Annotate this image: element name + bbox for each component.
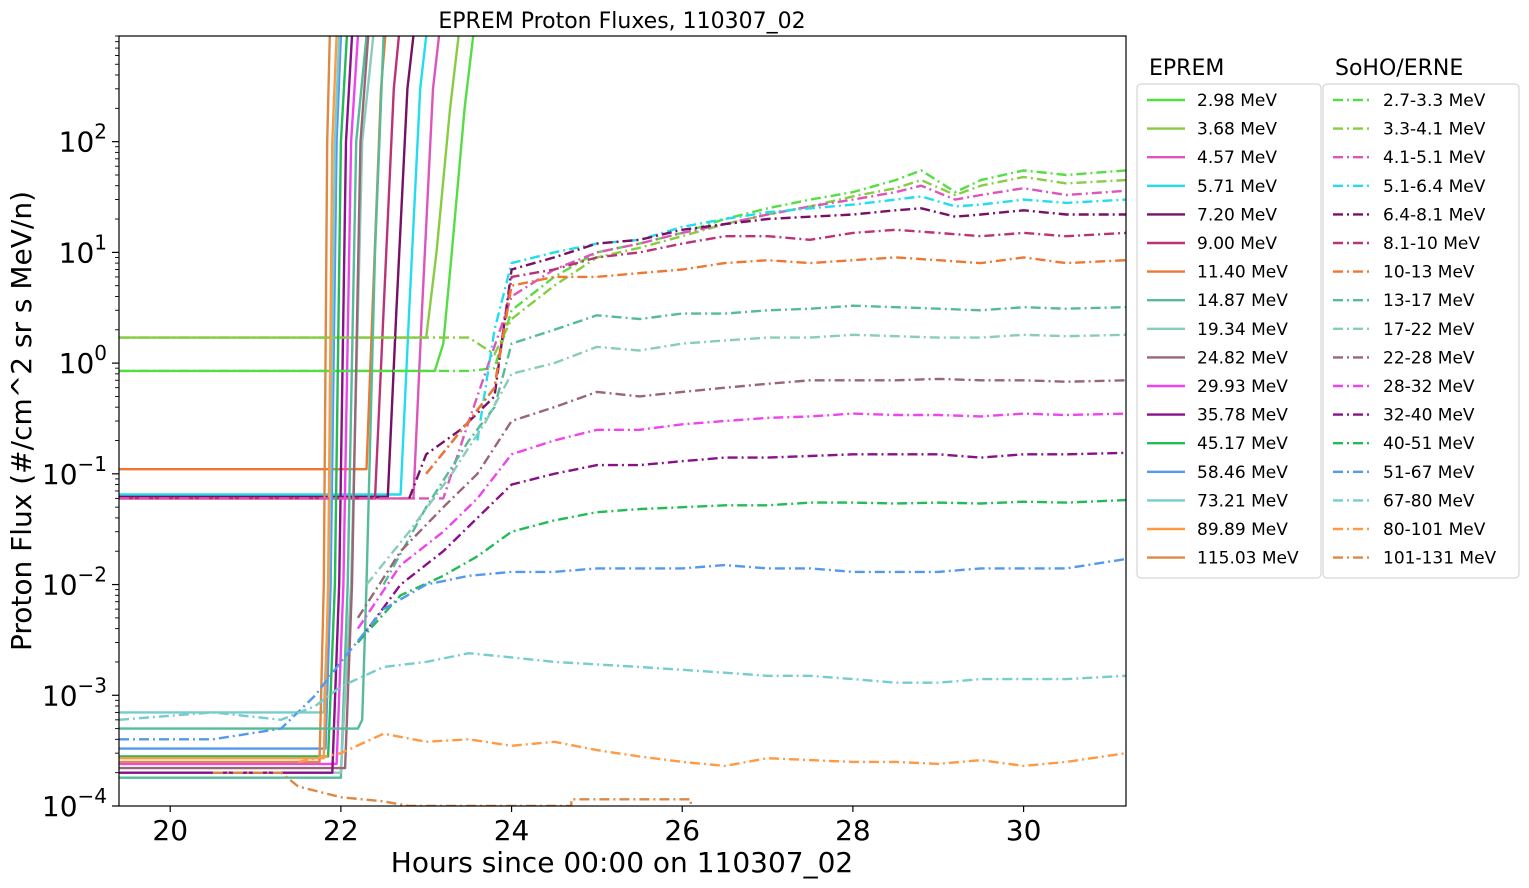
axis-layer: 20 22 24 26 28 30 10−4 10−3 10−2 10−1 100 101 102	[42, 35, 1042, 847]
eprem-series-line	[119, 36, 354, 774]
eprem-legend-label: 19.34 MeV	[1197, 320, 1288, 340]
eprem-series-line	[119, 36, 415, 498]
erne-legend-label: 40-51 MeV	[1383, 434, 1475, 454]
x-tick-label: 24	[494, 814, 530, 847]
erne-legend-label: 13-17 MeV	[1383, 291, 1475, 311]
eprem-legend-label: 3.68 MeV	[1197, 120, 1277, 140]
erne-series-line	[356, 412, 1126, 630]
eprem-legend-title: EPREM	[1149, 56, 1224, 81]
y-tick-label: 10−4	[42, 784, 107, 823]
erne-legend-title: SoHO/ERNE	[1335, 56, 1463, 81]
eprem-series-line	[119, 36, 331, 764]
erne-series-line	[119, 175, 1126, 356]
eprem-legend-label: 7.20 MeV	[1197, 205, 1277, 225]
y-tick-label: 10−3	[42, 673, 107, 712]
eprem-series-line	[119, 36, 370, 770]
y-tick-label: 101	[59, 230, 107, 269]
erne-legend-label: 17-22 MeV	[1383, 320, 1475, 340]
eprem-series-line	[119, 36, 385, 730]
erne-legend-label: 80-101 MeV	[1383, 520, 1486, 540]
y-tick-label: 10−2	[42, 563, 107, 602]
erne-series-line	[425, 228, 1126, 475]
erne-series-line	[119, 557, 1126, 741]
erne-series-line	[119, 184, 1126, 500]
x-tick-label: 30	[1006, 814, 1042, 847]
erne-legend-label: 101-131 MeV	[1383, 549, 1497, 569]
y-tick-label: 10−1	[42, 452, 107, 491]
eprem-series-line	[119, 36, 341, 714]
erne-series-line	[365, 333, 1126, 586]
y-tick-label: 102	[59, 120, 107, 159]
eprem-legend-label: 35.78 MeV	[1197, 406, 1288, 426]
erne-legend-label: 2.7-3.3 MeV	[1383, 91, 1486, 111]
erne-series-line	[297, 732, 1126, 768]
erne-legend-box	[1322, 83, 1520, 579]
erne-legend-label: 28-32 MeV	[1383, 377, 1475, 397]
eprem-legend-label: 58.46 MeV	[1197, 463, 1288, 483]
erne-legend-label: 32-40 MeV	[1383, 406, 1475, 426]
eprem-legend-label: 89.89 MeV	[1197, 520, 1288, 540]
erne-legend-label: 3.3-4.1 MeV	[1383, 120, 1486, 140]
eprem-legend-box	[1136, 83, 1322, 579]
eprem-series-line	[119, 36, 428, 496]
erne-series-line	[408, 207, 1126, 499]
eprem-legend-label: 45.17 MeV	[1197, 434, 1288, 454]
erne-legend-label: 6.4-8.1 MeV	[1383, 205, 1486, 225]
y-tick-label: 100	[59, 341, 107, 380]
erne-series-line	[356, 377, 1126, 619]
eprem-legend-label: 2.98 MeV	[1197, 91, 1277, 111]
eprem-series-line	[119, 36, 343, 750]
erne-series-line	[119, 169, 1126, 373]
erne-legend-label: 67-80 MeV	[1383, 491, 1475, 511]
erne-series-line	[425, 256, 1126, 475]
eprem-legend-label: 9.00 MeV	[1197, 234, 1277, 254]
eprem-legend-label: 11.40 MeV	[1197, 263, 1288, 283]
eprem-series-line	[119, 36, 349, 758]
x-axis-label: Hours since 00:00 on 110307_02	[391, 846, 853, 879]
eprem-series-line	[119, 36, 360, 766]
series-layer	[119, 36, 1126, 806]
eprem-series-line	[119, 36, 338, 760]
plot-frame	[118, 35, 1127, 807]
x-tick-label: 20	[152, 814, 188, 847]
erne-series-line	[357, 498, 1126, 644]
eprem-legend-label: 4.57 MeV	[1197, 148, 1277, 168]
x-tick-label: 22	[323, 814, 359, 847]
erne-legend-label: 51-67 MeV	[1383, 463, 1475, 483]
erne-legend-label: 5.1-6.4 MeV	[1383, 177, 1486, 197]
eprem-legend-label: 73.21 MeV	[1197, 491, 1288, 511]
x-tick-label: 28	[835, 814, 871, 847]
eprem-series-line	[119, 36, 401, 500]
erne-series-line	[119, 652, 1126, 721]
legend-layer: EPREM 2.98 MeV 3.68 MeV 4.57 MeV 5.71 MeV 7.2…	[1136, 56, 1520, 579]
erne-series-line	[382, 304, 1126, 586]
erne-legend-label: 10-13 MeV	[1383, 263, 1475, 283]
erne-legend-label: 22-28 MeV	[1383, 348, 1475, 368]
erne-series-line	[356, 451, 1126, 644]
erne-legend-label: 4.1-5.1 MeV	[1383, 148, 1486, 168]
x-tick-label: 26	[664, 814, 700, 847]
eprem-legend-label: 14.87 MeV	[1197, 291, 1288, 311]
y-axis-label: Proton Flux (#/cm^2 sr s MeV/n)	[5, 191, 38, 651]
eprem-legend-label: 115.03 MeV	[1197, 549, 1299, 569]
eprem-legend-label: 24.82 MeV	[1197, 348, 1288, 368]
eprem-legend-label: 29.93 MeV	[1197, 377, 1288, 397]
eprem-series-line	[119, 36, 368, 779]
erne-series-line	[476, 195, 1126, 441]
chart-title: EPREM Proton Fluxes, 110307_02	[438, 9, 805, 34]
erne-legend-label: 8.1-10 MeV	[1383, 234, 1480, 254]
eprem-legend-label: 5.71 MeV	[1197, 177, 1277, 197]
